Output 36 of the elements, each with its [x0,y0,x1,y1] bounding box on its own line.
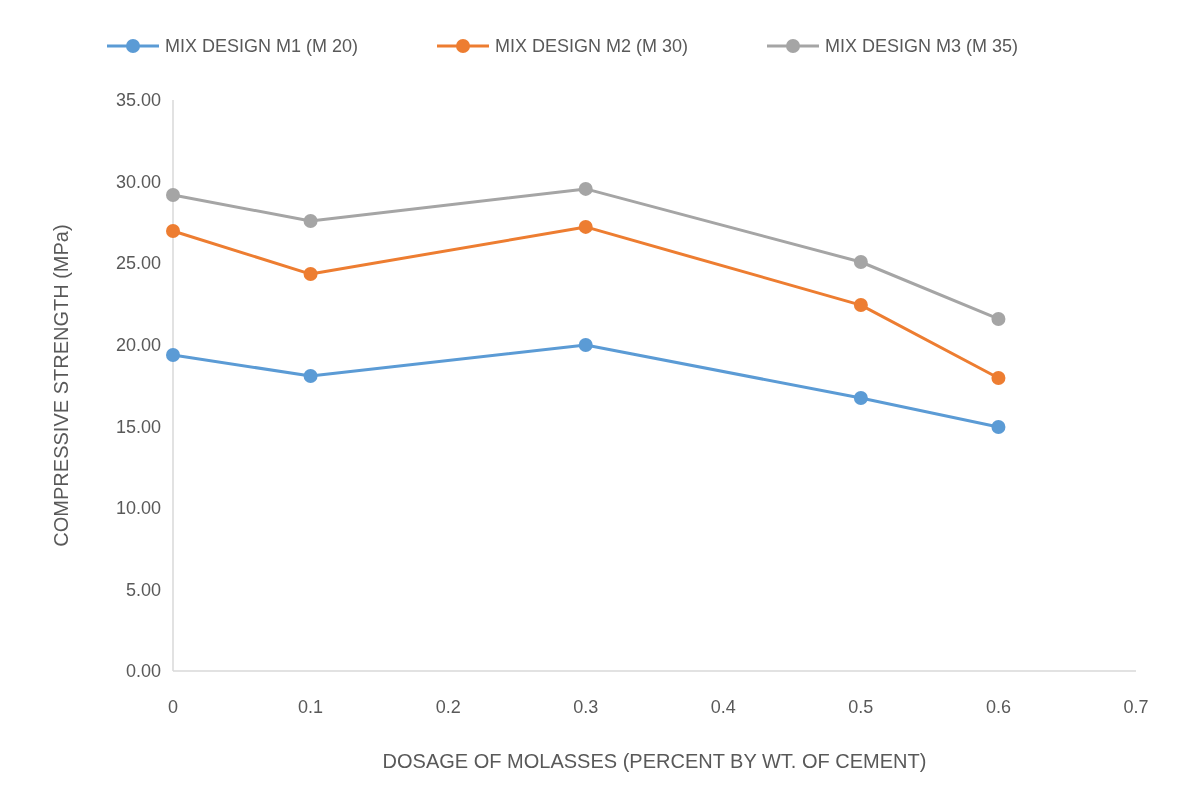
x-tick-label: 0 [167,697,179,717]
x-tick-label: 0.2 [435,697,461,717]
x-tick-label: 0.5 [848,697,874,717]
legend-label: MIX DESIGN M1 (M 20) [165,36,359,57]
x-tick-label: 0.7 [1123,697,1149,717]
point [991,371,1006,385]
point [578,338,593,353]
y-tick-label: 5.00 [125,579,161,600]
y-tick-label: 30.00 [115,171,161,192]
y-tick-label: 10.00 [115,498,161,519]
legend-label: MIX DESIGN M2 (M 30) [495,36,689,57]
y-tick-label: 25.00 [115,253,161,274]
x-tick-label: 0.3 [573,697,599,717]
x-axis-title: DOSAGE OF MOLASSES (PERCENT BY WT. OF CEMENT) [382,750,927,772]
x-tick-label: 0.4 [710,697,736,717]
y-tick-label: 20.00 [115,335,161,356]
point [303,214,318,229]
point [853,391,868,406]
legend-label: MIX DESIGN M3 (M 35) [825,36,1019,57]
x-tick-label: 0.1 [298,697,324,717]
x-tick-label: 0.6 [985,697,1011,717]
point [578,219,593,234]
point [991,311,1006,326]
y-tick-label: 0.00 [125,661,161,682]
point [303,369,318,384]
point [853,255,868,269]
point [991,419,1006,434]
point [578,181,593,196]
point [166,224,180,238]
y-tick-label: 35.00 [115,90,161,111]
point [303,267,318,282]
y-axis-title: COMPRESSIVE STRENGTH (MPa) [50,224,72,547]
point [853,298,868,313]
point [166,347,180,362]
y-tick-label: 15.00 [115,416,161,437]
point [166,187,180,202]
